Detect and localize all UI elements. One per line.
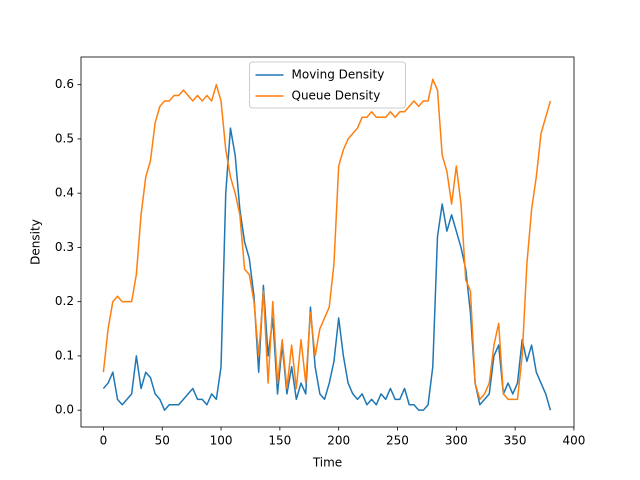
x-tick-label: 300 bbox=[445, 434, 468, 448]
data-line bbox=[102, 78, 552, 401]
y-tick-label: 0.4 bbox=[55, 186, 74, 200]
y-axis-label: Density bbox=[29, 219, 43, 265]
y-tick-label: 0.3 bbox=[55, 240, 74, 254]
y-tick-label: 0.2 bbox=[55, 294, 74, 308]
legend-label: Moving Density bbox=[292, 68, 385, 82]
y-tick-label: 0.6 bbox=[55, 77, 74, 91]
y-tick-label: 0.0 bbox=[55, 403, 74, 417]
y-tick-label: 0.5 bbox=[55, 131, 74, 145]
x-tick-label: 250 bbox=[386, 434, 409, 448]
legend-box bbox=[249, 61, 406, 109]
x-axis-label: Time bbox=[312, 456, 342, 470]
x-tick-label: 400 bbox=[562, 434, 585, 448]
x-tick-label: 100 bbox=[210, 434, 233, 448]
x-tick-label: 0 bbox=[100, 434, 108, 448]
x-tick-label: 200 bbox=[327, 434, 350, 448]
y-tick-label: 0.1 bbox=[55, 348, 74, 362]
x-tick-label: 350 bbox=[504, 434, 527, 448]
legend-label: Queue Density bbox=[292, 89, 381, 103]
x-tick-label: 50 bbox=[155, 434, 170, 448]
axes-frame bbox=[80, 56, 575, 428]
x-tick-label: 150 bbox=[268, 434, 291, 448]
